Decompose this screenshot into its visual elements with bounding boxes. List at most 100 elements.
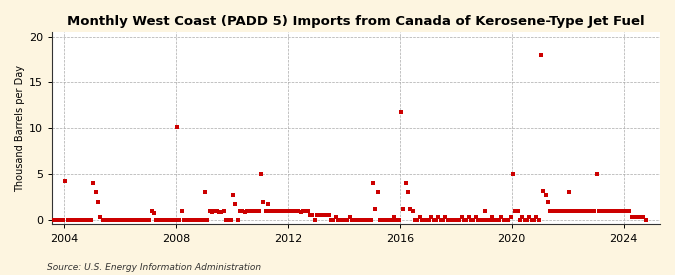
Point [559,208,570,213]
Point [360,218,371,222]
Point [284,208,294,213]
Point [414,215,425,219]
Point [251,208,262,213]
Point [132,218,143,222]
Point [577,208,588,213]
Point [286,208,297,213]
Point [312,213,323,218]
Point [81,218,92,222]
Point [419,218,430,222]
Point [139,218,150,222]
Point [589,208,600,213]
Point [428,218,439,222]
Point [533,218,544,222]
Point [225,218,236,222]
Point [74,218,84,222]
Point [517,215,528,219]
Point [227,193,238,197]
Point [396,109,406,114]
Point [394,218,404,222]
Point [107,218,117,222]
Text: Source: U.S. Energy Information Administration: Source: U.S. Energy Information Administ… [47,263,261,272]
Point [90,190,101,195]
Point [440,215,451,219]
Point [636,215,647,219]
Point [615,208,626,213]
Point [498,218,509,222]
Point [102,218,113,222]
Point [344,215,355,219]
Point [67,218,78,222]
Point [423,218,434,222]
Point [256,172,267,176]
Point [421,218,432,222]
Point [237,208,248,213]
Point [463,215,474,219]
Point [142,218,153,222]
Point [594,208,605,213]
Point [386,218,397,222]
Point [83,218,94,222]
Point [470,215,481,219]
Point [384,218,395,222]
Point [123,218,134,222]
Point [188,218,199,222]
Point [328,218,339,222]
Point [349,218,360,222]
Point [354,218,364,222]
Point [379,218,390,222]
Point [356,218,367,222]
Point [130,218,140,222]
Point [454,218,464,222]
Point [207,210,217,214]
Point [400,181,411,185]
Point [543,199,554,204]
Point [69,218,80,222]
Point [398,207,408,211]
Point [120,218,131,222]
Point [153,218,164,222]
Point [622,208,632,213]
Point [624,208,635,213]
Point [51,218,61,222]
Point [148,210,159,215]
Point [484,218,495,222]
Point [104,218,115,222]
Point [111,218,122,222]
Point [410,218,421,222]
Point [176,208,187,213]
Point [452,218,462,222]
Point [531,215,541,219]
Point [407,208,418,213]
Point [60,179,71,184]
Point [342,218,353,222]
Point [580,208,591,213]
Point [293,208,304,213]
Point [230,202,241,207]
Point [573,208,584,213]
Point [375,218,385,222]
Point [195,218,206,222]
Point [319,213,329,218]
Point [585,208,595,213]
Point [449,218,460,222]
Point [493,218,504,222]
Point [638,215,649,219]
Point [309,218,320,222]
Point [246,208,257,213]
Point [181,218,192,222]
Point [244,208,255,213]
Point [608,208,618,213]
Point [205,208,215,213]
Point [603,208,614,213]
Point [358,218,369,222]
Point [270,208,281,213]
Point [325,218,336,222]
Point [232,218,243,222]
Point [599,208,610,213]
Point [554,208,565,213]
Point [151,218,161,222]
Point [566,208,576,213]
Point [267,208,278,213]
Point [323,213,334,218]
